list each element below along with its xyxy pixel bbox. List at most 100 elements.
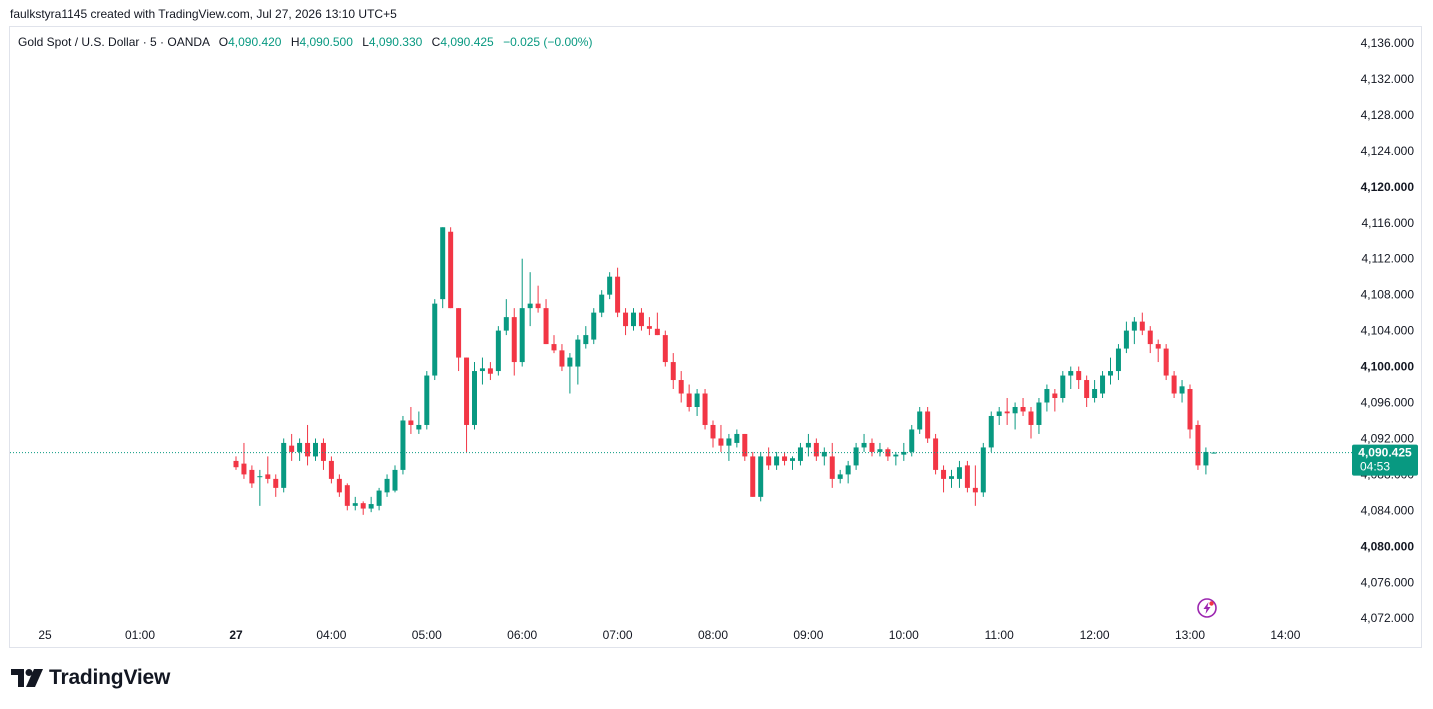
candle-body-down [1187, 389, 1193, 430]
candle-body-up [988, 415, 994, 448]
x-tick-label: 04:00 [316, 628, 346, 642]
x-tick-label: 14:00 [1270, 628, 1300, 642]
y-tick-label: 4,116.000 [1362, 216, 1415, 230]
candle-body-down [448, 231, 454, 309]
candle-body-up [996, 411, 1002, 416]
candle-body-down [813, 442, 819, 457]
candle-body-down [1052, 393, 1058, 399]
x-tick-label: 10:00 [889, 628, 919, 642]
price-tag-countdown: 04:53 [1360, 460, 1390, 474]
candle-body-up [949, 476, 954, 479]
candle-body-down [1139, 321, 1145, 331]
y-tick-label: 4,080.000 [1361, 539, 1415, 553]
candle-body-up [472, 371, 477, 425]
candle-body-down [543, 308, 549, 345]
candle-body-up [424, 375, 430, 425]
candle-body-up [805, 442, 811, 448]
candle-body-down [829, 456, 835, 479]
candle-body-down [670, 362, 676, 381]
candle-body-down [289, 445, 295, 452]
candle-body-down [925, 411, 931, 439]
candle-body-up [376, 490, 382, 506]
candle-body-up [479, 368, 485, 372]
candle-body-up [734, 433, 740, 443]
y-tick-label: 4,104.000 [1361, 324, 1415, 338]
candle-body-down [551, 344, 557, 351]
candle-body-up [845, 465, 851, 475]
candle-body-up [877, 449, 883, 452]
candle-body-down [718, 438, 724, 446]
high-value: 4,090.500 [299, 35, 353, 49]
candle-body-up [1108, 371, 1113, 376]
open-label: O [218, 35, 229, 49]
y-tick-label: 4,108.000 [1361, 288, 1415, 302]
candle-body-up [1115, 348, 1121, 372]
candle-body-up [392, 469, 398, 491]
change-value: −0.025 (−0.00%) [503, 35, 593, 49]
candle-body-up [893, 454, 899, 457]
candle-body-down [1076, 371, 1082, 381]
x-tick-label: 01:00 [125, 628, 155, 642]
candle-body-up [599, 294, 605, 313]
candle-body-up [297, 442, 303, 452]
candle-body-up [440, 227, 446, 300]
candle-body-up [591, 312, 597, 340]
candle-body-up [1044, 389, 1050, 403]
y-tick-label: 4,096.000 [1361, 396, 1415, 410]
candle-body-down [1004, 411, 1010, 414]
candle-body-down [638, 312, 644, 327]
candle-body-down [742, 433, 748, 457]
candle-body-up [495, 330, 501, 372]
x-tick-label: 12:00 [1080, 628, 1110, 642]
candle-body-down [1195, 424, 1201, 466]
candle-body-down [408, 420, 414, 425]
candle-body-up [909, 429, 915, 452]
candle-body-up [368, 504, 374, 509]
close-value: 4,090.425 [440, 35, 494, 49]
y-tick-label: 4,132.000 [1361, 72, 1415, 86]
candle-body-down [941, 469, 947, 479]
chart-pane[interactable] [9, 26, 1422, 648]
candle-body-up [837, 474, 843, 479]
candle-body-down [535, 303, 541, 309]
candle-body-down [750, 456, 756, 497]
y-tick-label: 4,112.000 [1362, 252, 1415, 266]
y-tick-label: 4,120.000 [1361, 180, 1415, 194]
candle-body-up [519, 308, 525, 363]
x-tick-label: 25 [38, 628, 52, 642]
candle-body-down [559, 350, 565, 367]
candle-body-down [328, 460, 334, 479]
candle-body-up [917, 411, 923, 430]
candle-body-down [273, 478, 279, 488]
flash-icon[interactable] [1196, 597, 1218, 619]
candle-body-down [702, 393, 708, 425]
candle-body-down [782, 456, 788, 461]
candle-body-up [694, 393, 700, 407]
candle-body-down [249, 469, 255, 484]
candle-body-down [1147, 330, 1153, 345]
x-tick-label: 05:00 [412, 628, 442, 642]
candle-body-down [885, 449, 891, 457]
candle-body-up [503, 317, 509, 331]
candle-body-up [774, 456, 780, 466]
candle-body-down [464, 357, 470, 425]
tradingview-logo[interactable]: TradingView [11, 666, 170, 690]
symbol-title[interactable]: Gold Spot / U.S. Dollar · 5 · OANDA [18, 35, 210, 49]
x-tick-label: 11:00 [985, 628, 1014, 642]
candle-body-down [686, 393, 692, 407]
candle-body-up [607, 276, 613, 295]
candle-body-down [964, 465, 970, 488]
tradingview-logo-icon [11, 669, 43, 687]
candle-body-up [758, 456, 764, 497]
candle-body-down [511, 317, 517, 363]
candle-body-down [710, 424, 716, 439]
candle-body-down [320, 442, 326, 461]
candle-body-down [662, 335, 668, 363]
candle-body-down [766, 456, 772, 466]
x-tick-label: 08:00 [698, 628, 728, 642]
candle-body-down [869, 442, 875, 452]
candle-body-down [344, 485, 350, 506]
candle-body-down [1028, 411, 1034, 425]
candle-body-down [1020, 406, 1026, 412]
